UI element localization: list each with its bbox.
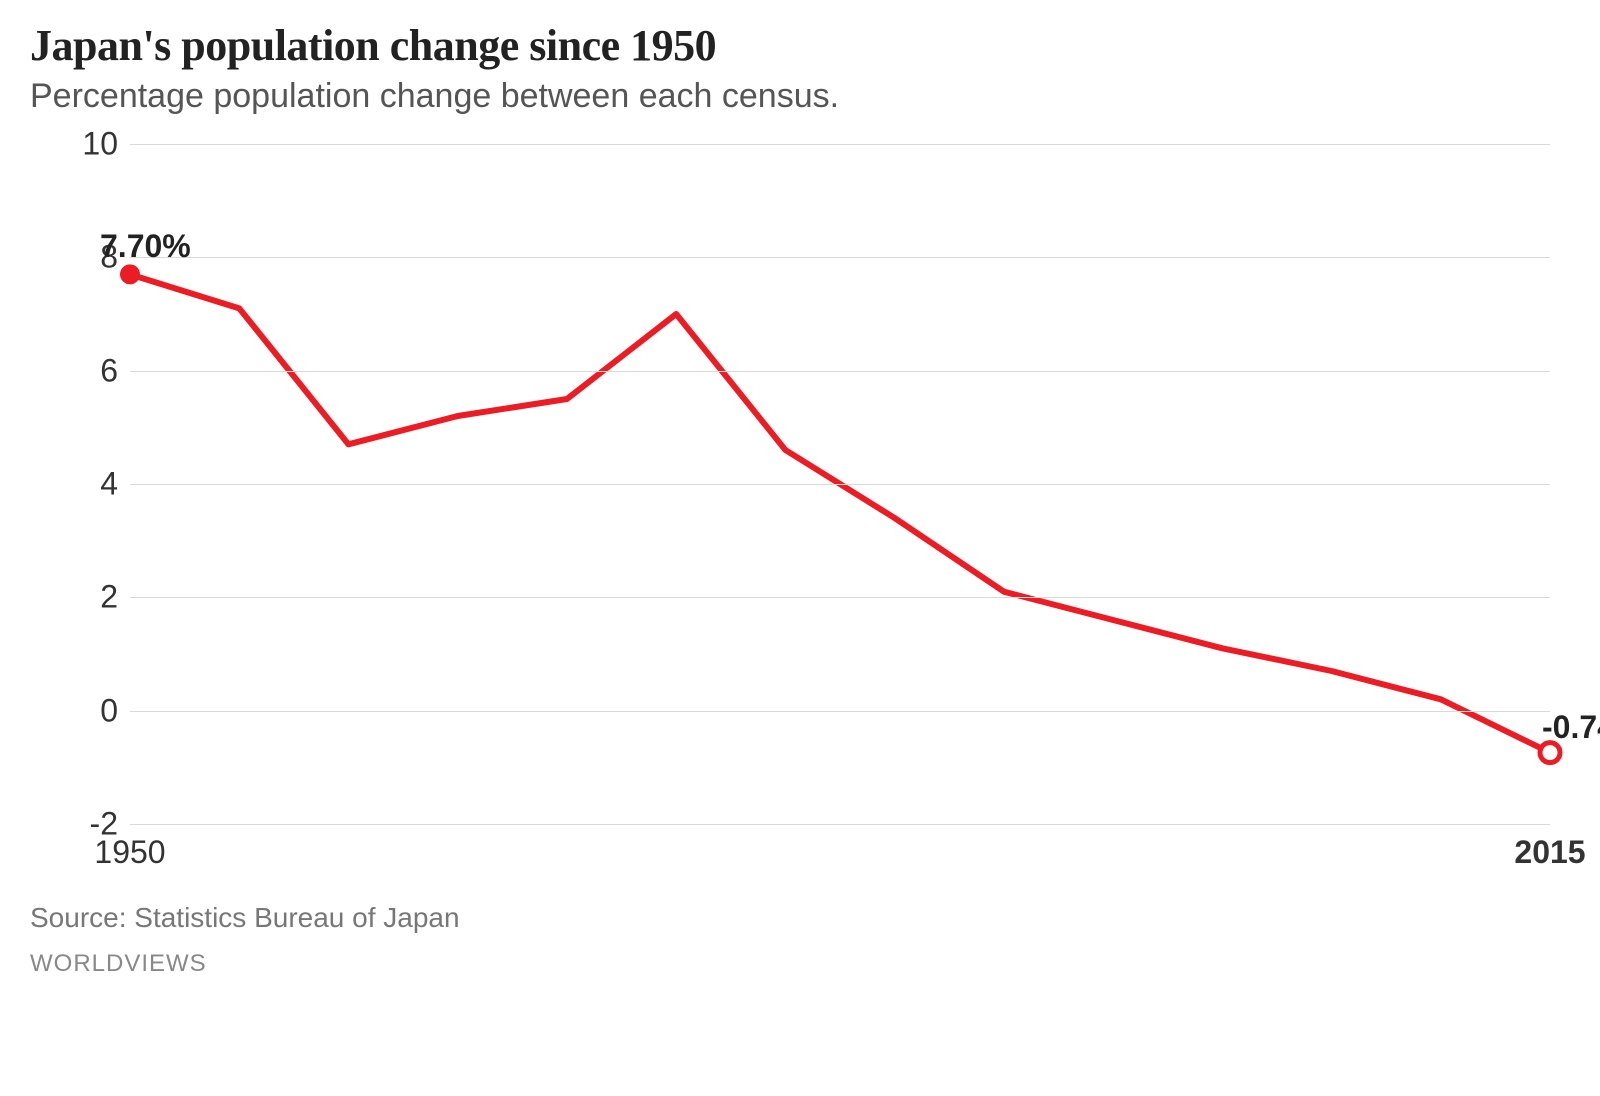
y-tick-label: 2 — [100, 579, 130, 616]
gridline — [130, 257, 1550, 258]
chart-title: Japan's population change since 1950 — [30, 20, 1570, 71]
chart-subtitle: Percentage population change between eac… — [30, 77, 1570, 116]
gridline — [130, 597, 1550, 598]
gridline — [130, 824, 1550, 825]
chart-source: Source: Statistics Bureau of Japan — [30, 902, 1570, 934]
line-chart: -20246810195020157.70%-0.74% — [130, 144, 1550, 824]
gridline — [130, 371, 1550, 372]
gridline — [130, 144, 1550, 145]
chart-brand: WORLDVIEWS — [30, 950, 1570, 978]
x-tick-label: 1950 — [94, 824, 165, 871]
start-data-label: 7.70% — [100, 228, 191, 265]
gridline — [130, 711, 1550, 712]
y-tick-label: 6 — [100, 352, 130, 389]
x-tick-label: 2015 — [1514, 824, 1585, 871]
gridline — [130, 484, 1550, 485]
end-data-label: -0.74% — [1542, 709, 1600, 746]
y-tick-label: 0 — [100, 692, 130, 729]
y-tick-label: 4 — [100, 466, 130, 503]
series-line — [130, 274, 1550, 752]
end-marker — [1540, 743, 1560, 763]
y-tick-label: 10 — [82, 126, 130, 163]
